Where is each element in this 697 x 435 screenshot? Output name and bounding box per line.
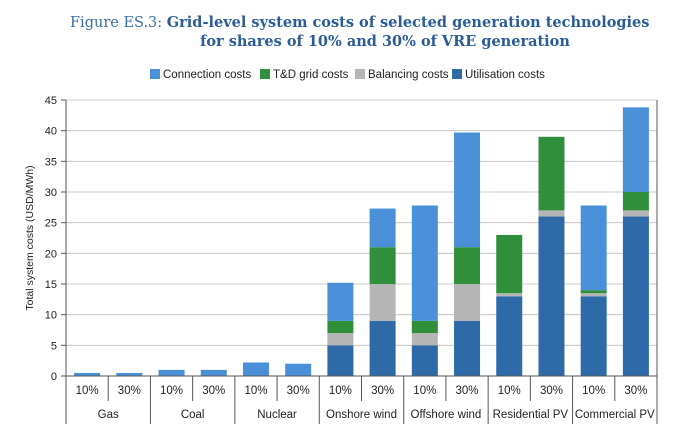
bar-segment xyxy=(580,205,607,291)
axes: 10% 30% 10% 30% 10% 30% 10% 30% 10% 30% 10% 30% 10% 3… xyxy=(65,100,658,424)
bar-segment xyxy=(622,216,649,376)
y-tick-label: 5 xyxy=(51,340,57,352)
y-axis-label: Total system costs (USD/MWh) xyxy=(24,165,36,310)
y-tick-label: 40 xyxy=(45,126,57,138)
bar-segment xyxy=(327,320,354,334)
chart-legend: Connection costs T&D grid costs Balancing … xyxy=(150,69,545,81)
bar-segment xyxy=(285,363,312,376)
x-tick-label: 30% xyxy=(287,385,310,397)
legend-swatch xyxy=(452,69,462,79)
chart-title-line1: Figure ES.3: Grid-level system costs of … xyxy=(70,14,649,31)
legend-label: T&D grid costs xyxy=(273,69,349,81)
bar-segment xyxy=(369,208,396,248)
bar-segment xyxy=(580,296,607,376)
bar-segment xyxy=(496,293,523,297)
y-tick-label: 35 xyxy=(45,156,57,168)
x-tick-label: 10% xyxy=(329,385,352,397)
bar-segment xyxy=(327,282,354,321)
y-tick-label: 10 xyxy=(45,310,57,322)
bar-segment xyxy=(580,290,607,294)
bar-segment xyxy=(454,247,481,284)
bar-segment xyxy=(369,284,396,321)
bar-segment xyxy=(242,362,269,376)
x-tick-label: 30% xyxy=(456,385,479,397)
x-tick-label: 30% xyxy=(371,385,394,397)
legend-swatch xyxy=(150,69,160,79)
bar-segment xyxy=(327,345,354,376)
x-tick-label: 30% xyxy=(202,385,225,397)
chart-title-prefix: Figure ES.3: xyxy=(70,15,167,31)
bar-segment xyxy=(411,320,438,334)
chart-title-main: Grid-level system costs of selected gene… xyxy=(167,14,650,31)
x-tick-label: 10% xyxy=(582,385,605,397)
y-tick-label: 45 xyxy=(45,95,57,107)
bar-segment xyxy=(411,205,438,321)
bar-segment xyxy=(327,333,354,346)
x-group-label: Nuclear xyxy=(257,409,297,421)
legend-swatch xyxy=(355,69,365,79)
y-tick-label: 0 xyxy=(51,371,57,383)
bar-segment xyxy=(411,345,438,376)
x-tick-label: 10% xyxy=(498,385,521,397)
bar-segment xyxy=(454,284,481,321)
legend-swatch xyxy=(260,69,270,79)
bar-segment xyxy=(454,320,481,376)
x-tick-label: 10% xyxy=(244,385,267,397)
bar-segment xyxy=(200,369,227,376)
legend-label: Connection costs xyxy=(163,69,251,81)
bar-segment xyxy=(580,293,607,297)
bar-segment xyxy=(538,136,565,211)
x-tick-label: 30% xyxy=(118,385,141,397)
bar-segment xyxy=(538,216,565,376)
bar-segment xyxy=(622,210,649,217)
bar-segment xyxy=(496,296,523,376)
x-tick-label: 30% xyxy=(540,385,563,397)
bar-segment xyxy=(622,107,649,192)
x-group-label: Residential PV xyxy=(493,409,569,421)
x-group-label: Gas xyxy=(98,409,119,421)
bar-segment xyxy=(158,369,185,376)
y-tick-label: 20 xyxy=(45,248,57,260)
y-tick-label: 15 xyxy=(45,279,57,291)
x-tick-label: 10% xyxy=(413,385,436,397)
x-group-label: Offshore wind xyxy=(411,409,482,421)
bar-segment xyxy=(74,372,101,376)
bars xyxy=(74,107,649,376)
legend-label: Utilisation costs xyxy=(465,69,545,81)
y-tick-label: 30 xyxy=(45,187,57,199)
legend-label: Balancing costs xyxy=(368,69,449,81)
x-tick-label: 10% xyxy=(76,385,99,397)
bar-segment xyxy=(454,132,481,248)
chart-title-line2: for shares of 10% and 30% of VRE generat… xyxy=(200,33,570,50)
bar-segment xyxy=(622,192,649,211)
bar-segment xyxy=(369,320,396,376)
x-tick-label: 10% xyxy=(160,385,183,397)
bar-segment xyxy=(538,210,565,217)
bar-segment xyxy=(369,247,396,284)
y-tick-label: 25 xyxy=(45,218,57,230)
x-tick-label: 30% xyxy=(624,385,647,397)
bar-segment xyxy=(496,234,523,294)
bar-segment xyxy=(116,372,143,376)
x-group-label: Onshore wind xyxy=(326,409,397,421)
x-group-label: Coal xyxy=(181,409,205,421)
x-group-label: Commercial PV xyxy=(575,409,655,421)
bar-segment xyxy=(411,333,438,346)
